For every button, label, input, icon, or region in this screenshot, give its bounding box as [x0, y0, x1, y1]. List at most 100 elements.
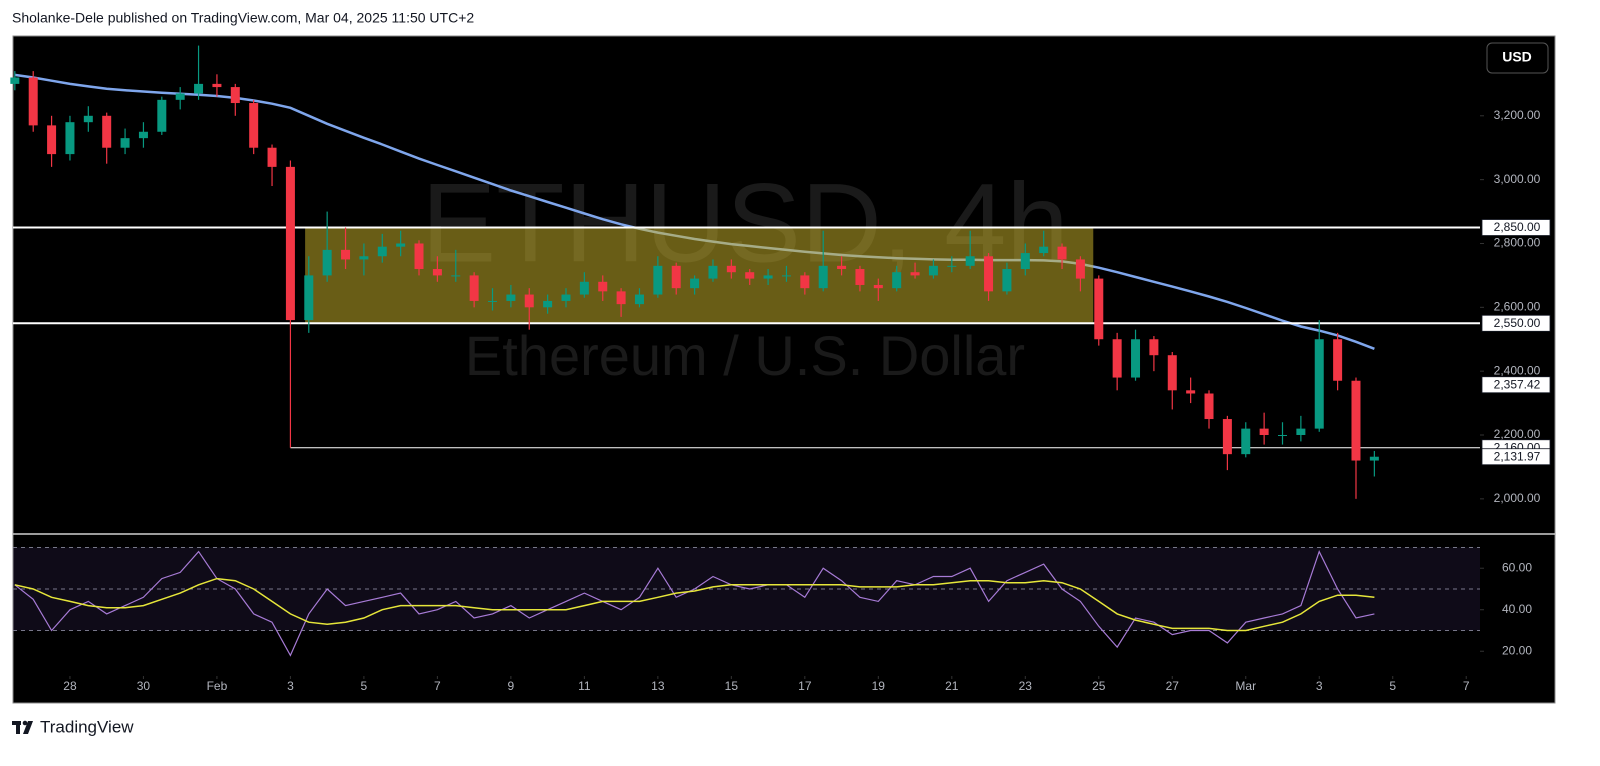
candle-body — [175, 93, 185, 100]
x-tick-label: 13 — [651, 679, 665, 693]
x-tick-label: 5 — [361, 679, 368, 693]
x-tick-label: 11 — [578, 679, 591, 693]
y-tick-label: 3,000.00 — [1494, 172, 1541, 186]
candle-body — [910, 272, 920, 276]
plot: 2,000.00 2,200.00 2,400.00 2,600.00 2,800.00… — [10, 45, 1551, 693]
rsi-line — [14, 550, 1375, 657]
rsi-y-tick-label: 60.00 — [1502, 560, 1532, 574]
candle-body — [781, 275, 791, 277]
candle-body — [322, 249, 332, 276]
x-tick-label: 17 — [798, 679, 812, 693]
candle-body — [1259, 428, 1269, 436]
x-tick-label: Mar — [1235, 679, 1256, 693]
currency-button[interactable] — [1486, 42, 1549, 74]
candle-body — [359, 256, 369, 260]
x-tick-label: 27 — [1166, 679, 1180, 693]
candle-body — [488, 300, 498, 302]
range-zone — [305, 227, 1094, 324]
rsi-y-tick-label: 20.00 — [1502, 643, 1532, 657]
candle-body — [285, 166, 295, 321]
candle-body — [873, 284, 883, 289]
y-tick-label: 2,800.00 — [1494, 236, 1541, 250]
x-tick-label: Feb — [207, 679, 228, 693]
candle-body — [543, 300, 553, 308]
candle-body — [138, 131, 148, 139]
publish-header: Sholanke-Dele published on TradingView.c… — [12, 10, 474, 26]
rsi-y-tick-label: 40.00 — [1502, 602, 1532, 616]
candle-body — [396, 243, 406, 247]
candle-body — [1369, 456, 1379, 461]
candle-body — [1149, 339, 1159, 356]
candle-body — [616, 291, 626, 305]
candle-body — [745, 272, 755, 279]
candle-body — [1020, 253, 1030, 270]
price-tag-box — [1481, 376, 1551, 394]
candle-body — [28, 77, 38, 126]
candle-body — [1186, 390, 1196, 394]
candle-body — [947, 265, 957, 267]
candle-body — [837, 265, 847, 270]
candle-body — [83, 115, 93, 123]
candle-body — [1241, 428, 1251, 455]
candle-body — [102, 115, 112, 148]
candle-body — [304, 275, 314, 321]
candle-body — [267, 147, 277, 167]
candle-body — [1039, 246, 1049, 254]
candle-body — [579, 281, 589, 295]
candle-body — [690, 278, 700, 289]
chart-background — [12, 35, 1556, 704]
currency-label[interactable]: USD — [1502, 49, 1532, 65]
x-tick-label: 5 — [1389, 679, 1396, 693]
candle-body — [1333, 339, 1343, 381]
level-tag-box — [1481, 314, 1551, 332]
candle-body — [671, 265, 681, 289]
candle-body — [928, 265, 938, 276]
candle-body — [855, 269, 865, 285]
y-tick-label: 2,600.00 — [1494, 299, 1541, 313]
y-tick-label: 3,200.00 — [1494, 108, 1541, 122]
candle-body — [194, 83, 204, 94]
candle-body — [653, 265, 663, 295]
x-tick-label: 15 — [725, 679, 739, 693]
candle-body — [230, 87, 240, 104]
x-tick-label: 7 — [434, 679, 441, 693]
candle-body — [1204, 393, 1214, 420]
candle-body — [726, 265, 736, 273]
candle-body — [1167, 355, 1177, 391]
y-tick-label: 2,400.00 — [1494, 363, 1541, 377]
x-tick-label: 3 — [1316, 679, 1323, 693]
candle-body — [47, 125, 57, 155]
candle-body — [157, 99, 167, 132]
candle-body — [249, 103, 259, 148]
candle-body — [634, 294, 644, 305]
candle-body — [1278, 435, 1288, 437]
x-tick-label: 28 — [63, 679, 77, 693]
candle-body — [1314, 339, 1324, 429]
candle-body — [1351, 380, 1361, 461]
candle-body — [800, 275, 810, 289]
rsi-ma-line — [14, 577, 1375, 632]
x-tick-label: 23 — [1019, 679, 1033, 693]
candle-body — [598, 281, 608, 292]
candle-body — [524, 294, 534, 308]
candle-body — [1002, 269, 1012, 292]
candle-body — [377, 246, 387, 257]
price-tag-box — [1481, 448, 1551, 466]
description-watermark: Ethereum / U.S. Dollar — [465, 324, 1025, 387]
candle-body — [1075, 259, 1085, 279]
candle-body — [708, 265, 718, 279]
y-tick-label: 2,200.00 — [1494, 427, 1541, 441]
candle-body — [1057, 246, 1067, 260]
candle-body — [1222, 419, 1232, 455]
candle-body — [10, 77, 20, 84]
candle-body — [561, 294, 571, 301]
x-tick-label: 3 — [287, 679, 294, 693]
y-tick-label: 2,000.00 — [1494, 491, 1541, 505]
candle-body — [469, 275, 479, 301]
candle-body — [1094, 278, 1104, 340]
candle-body — [65, 122, 75, 155]
level-tag-label: 2,550.00 — [1494, 316, 1541, 330]
x-tick-label: 21 — [945, 679, 959, 693]
candle-body — [1296, 428, 1306, 436]
candle-body — [892, 272, 902, 289]
